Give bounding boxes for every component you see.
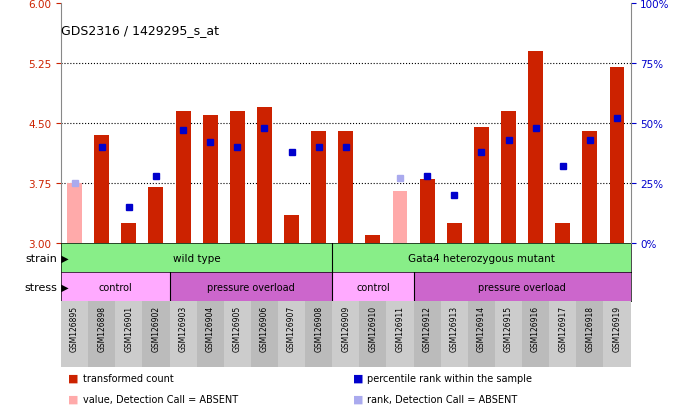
Bar <box>414 273 631 301</box>
Bar <box>61 273 170 301</box>
Bar <box>501 112 516 244</box>
Bar <box>88 301 115 368</box>
Bar <box>365 236 380 244</box>
Text: ▶: ▶ <box>58 253 68 263</box>
Bar <box>338 132 353 244</box>
Text: control: control <box>98 282 132 292</box>
Bar <box>522 301 549 368</box>
Bar <box>176 112 191 244</box>
Bar <box>603 301 631 368</box>
Text: GSM126898: GSM126898 <box>97 305 106 351</box>
Text: ■: ■ <box>68 373 78 383</box>
Bar <box>332 301 359 368</box>
Text: percentile rank within the sample: percentile rank within the sample <box>367 373 532 383</box>
Bar <box>468 301 495 368</box>
Bar <box>582 132 597 244</box>
Text: GSM126902: GSM126902 <box>151 305 161 351</box>
Bar <box>474 128 489 244</box>
Text: GSM126916: GSM126916 <box>531 305 540 351</box>
Bar <box>359 301 386 368</box>
Text: ■: ■ <box>68 394 78 404</box>
Text: GSM126895: GSM126895 <box>70 305 79 351</box>
Bar <box>257 108 272 244</box>
Text: GSM126919: GSM126919 <box>612 305 622 351</box>
Bar <box>447 224 462 244</box>
Bar <box>441 301 468 368</box>
Text: GSM126914: GSM126914 <box>477 305 486 351</box>
Bar <box>230 112 245 244</box>
Bar <box>121 224 136 244</box>
Bar <box>224 301 251 368</box>
Bar <box>495 301 522 368</box>
Text: GSM126917: GSM126917 <box>558 305 567 351</box>
Text: GSM126905: GSM126905 <box>233 305 242 351</box>
Bar <box>94 136 109 244</box>
Text: transformed count: transformed count <box>83 373 174 383</box>
Bar <box>386 301 414 368</box>
Text: Gata4 heterozygous mutant: Gata4 heterozygous mutant <box>408 253 555 263</box>
Text: GSM126913: GSM126913 <box>450 305 459 351</box>
Text: ▶: ▶ <box>58 282 68 292</box>
Text: GSM126908: GSM126908 <box>314 305 323 351</box>
Bar <box>393 192 407 244</box>
Bar <box>610 68 624 244</box>
Bar <box>251 301 278 368</box>
Bar <box>555 224 570 244</box>
Bar <box>67 184 82 244</box>
Text: GSM126904: GSM126904 <box>205 305 215 351</box>
Text: pressure overload: pressure overload <box>207 282 295 292</box>
Text: GSM126907: GSM126907 <box>287 305 296 351</box>
Bar <box>148 188 163 244</box>
Text: stress: stress <box>25 282 58 292</box>
Bar <box>576 301 603 368</box>
Text: strain: strain <box>26 253 58 263</box>
Text: GSM126903: GSM126903 <box>178 305 188 351</box>
Text: ■: ■ <box>353 373 363 383</box>
Bar <box>332 273 414 301</box>
Bar <box>420 180 435 244</box>
Text: GSM126912: GSM126912 <box>422 305 432 351</box>
Bar <box>278 301 305 368</box>
Text: GSM126909: GSM126909 <box>341 305 351 351</box>
Text: rank, Detection Call = ABSENT: rank, Detection Call = ABSENT <box>367 394 518 404</box>
Bar <box>197 301 224 368</box>
Text: GSM126910: GSM126910 <box>368 305 378 351</box>
Text: GSM126918: GSM126918 <box>585 305 595 351</box>
Bar <box>414 301 441 368</box>
Text: wild type: wild type <box>173 253 220 263</box>
Bar <box>305 301 332 368</box>
Text: GSM126901: GSM126901 <box>124 305 134 351</box>
Bar <box>142 301 170 368</box>
Text: control: control <box>356 282 390 292</box>
Bar <box>284 216 299 244</box>
Text: GSM126906: GSM126906 <box>260 305 269 351</box>
Bar <box>61 301 88 368</box>
Bar <box>115 301 142 368</box>
Text: GDS2316 / 1429295_s_at: GDS2316 / 1429295_s_at <box>61 24 219 37</box>
Bar <box>170 301 197 368</box>
Bar <box>549 301 576 368</box>
Bar <box>311 132 326 244</box>
Text: value, Detection Call = ABSENT: value, Detection Call = ABSENT <box>83 394 238 404</box>
Bar <box>203 116 218 244</box>
Bar <box>528 52 543 244</box>
Bar <box>170 273 332 301</box>
Text: ■: ■ <box>353 394 363 404</box>
Text: pressure overload: pressure overload <box>478 282 566 292</box>
Text: GSM126911: GSM126911 <box>395 305 405 351</box>
Text: GSM126915: GSM126915 <box>504 305 513 351</box>
